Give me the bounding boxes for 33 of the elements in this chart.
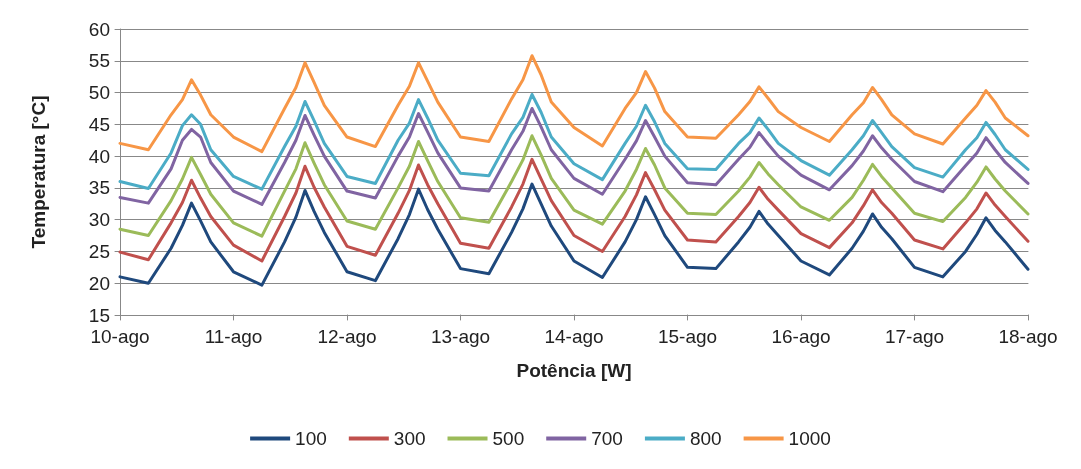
line-series <box>118 134 1030 238</box>
legend-label: 500 <box>492 428 525 449</box>
y-tick-label: 50 <box>88 82 110 104</box>
legend-label: 1000 <box>788 428 831 449</box>
legend-label: 800 <box>689 428 722 449</box>
x-tick-label: 16-ago <box>771 326 831 347</box>
x-tick-label: 14-ago <box>544 326 604 347</box>
line-series <box>118 92 1030 191</box>
y-tick-label: 25 <box>88 240 110 262</box>
x-tick-label: 18-ago <box>998 326 1058 347</box>
y-tick-label: 20 <box>88 272 110 294</box>
x-tick-label: 11-ago <box>204 326 263 347</box>
x-tick-label: 10-ago <box>90 326 150 347</box>
x-axis-title: Potência [W] <box>516 360 632 381</box>
line-series <box>118 157 1030 263</box>
y-tick-label: 55 <box>88 50 110 72</box>
legend-label: 300 <box>393 428 426 449</box>
line-series <box>118 106 1030 206</box>
y-tick-label: 35 <box>88 177 110 199</box>
x-tick-label: 17-ago <box>884 326 945 347</box>
y-tick-label: 45 <box>88 113 110 135</box>
legend-label: 700 <box>591 428 623 449</box>
legend-label: 100 <box>295 428 327 449</box>
y-axis-title: Temperatura [°C] <box>28 95 49 249</box>
x-tick-label: 12-ago <box>317 326 377 347</box>
y-tick-label: 30 <box>88 209 110 231</box>
x-tick-label: 13-ago <box>430 326 491 347</box>
line-series <box>118 54 1030 154</box>
y-tick-label: 40 <box>88 145 110 167</box>
y-tick-label: 15 <box>88 304 110 326</box>
y-tick-label: 60 <box>88 18 110 40</box>
line-series <box>118 182 1030 287</box>
x-tick-label: 15-ago <box>657 326 718 347</box>
